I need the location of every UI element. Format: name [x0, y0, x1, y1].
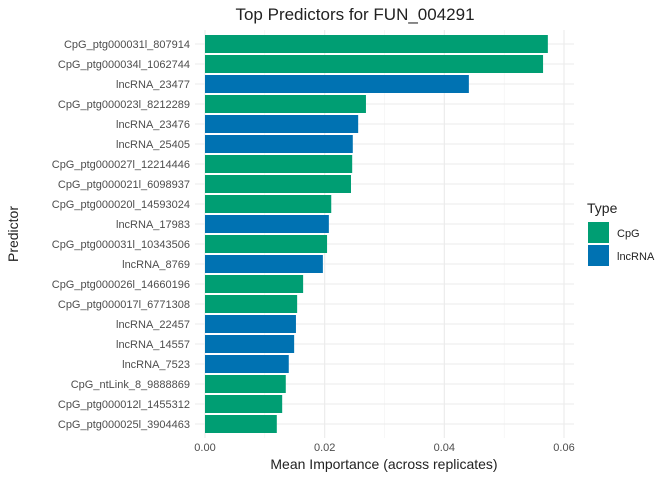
- y-tick-label: CpG_ptg000012l_1455312: [58, 399, 190, 411]
- bar-CpG_ptg000012l_1455312: [205, 395, 283, 413]
- legend-swatch-CpG: [588, 222, 609, 243]
- bar-CpG_ptg000025l_3904463: [205, 415, 277, 433]
- x-tick-label: 0.04: [434, 442, 455, 454]
- bar-lncRNA_17983: [205, 215, 329, 233]
- x-tick-labels: 0.00 0.02 0.04 0.06: [194, 442, 574, 454]
- bar-CpG_ptg000021l_6098937: [205, 175, 351, 193]
- bar-CpG_ptg000020l_14593024: [205, 195, 332, 213]
- bar-lncRNA_7523: [205, 355, 289, 373]
- y-tick-label: CpG_ptg000017l_6771308: [58, 299, 190, 311]
- bar-lncRNA_8769: [205, 255, 323, 273]
- y-tick-label: lncRNA_23476: [116, 119, 190, 131]
- y-tick-label: CpG_ntLink_8_9888869: [71, 379, 190, 391]
- y-tick-label: CpG_ptg000034l_1062744: [58, 59, 190, 71]
- y-tick-label: CpG_ptg000027l_12214446: [52, 159, 190, 171]
- y-tick-label: lncRNA_25405: [116, 139, 190, 151]
- y-tick-label: CpG_ptg000020l_14593024: [52, 199, 190, 211]
- x-tick-label: 0.00: [194, 442, 215, 454]
- chart-title: Top Predictors for FUN_004291: [235, 5, 474, 24]
- y-tick-labels: CpG_ptg000031l_807914 CpG_ptg000034l_1062…: [52, 39, 190, 431]
- y-axis-label: Predictor: [5, 206, 21, 262]
- legend-swatch-lncRNA: [588, 245, 609, 266]
- bar-CpG_ptg000027l_12214446: [205, 155, 353, 173]
- y-tick-label: lncRNA_17983: [116, 219, 190, 231]
- bar-CpG_ptg000017l_6771308: [205, 295, 298, 313]
- bar-CpG_ptg000026l_14660196: [205, 275, 304, 293]
- legend-label: lncRNA: [617, 251, 655, 263]
- legend: Type CpG lncRNA: [587, 200, 655, 266]
- x-axis-label: Mean Importance (across replicates): [270, 456, 497, 472]
- bar-CpG_ptg000023l_8212289: [205, 95, 366, 113]
- y-tick-label: lncRNA_23477: [116, 79, 190, 91]
- y-tick-label: lncRNA_14557: [116, 339, 190, 351]
- y-tick-label: lncRNA_22457: [116, 319, 190, 331]
- x-tick-label: 0.06: [553, 442, 574, 454]
- y-tick-label: CpG_ptg000026l_14660196: [52, 279, 190, 291]
- x-tick-label: 0.02: [314, 442, 335, 454]
- y-tick-label: CpG_ptg000025l_3904463: [58, 419, 190, 431]
- bar-CpG_ptg000034l_1062744: [205, 55, 544, 73]
- bar-CpG_ptg000031l_10343506: [205, 235, 328, 253]
- y-tick-label: CpG_ptg000031l_10343506: [52, 239, 190, 251]
- bars: [205, 35, 548, 433]
- bar-lncRNA_25405: [205, 135, 353, 153]
- y-tick-label: lncRNA_8769: [122, 259, 190, 271]
- y-tick-label: CpG_ptg000023l_8212289: [58, 99, 190, 111]
- bar-lncRNA_22457: [205, 315, 296, 333]
- bar-CpG_ntLink_8_9888869: [205, 375, 286, 393]
- legend-label: CpG: [617, 228, 640, 240]
- y-tick-label: lncRNA_7523: [122, 359, 190, 371]
- y-tick-label: CpG_ptg000031l_807914: [64, 39, 190, 51]
- bar-CpG_ptg000031l_807914: [205, 35, 548, 53]
- bar-lncRNA_23477: [205, 75, 469, 93]
- y-tick-label: CpG_ptg000021l_6098937: [58, 179, 190, 191]
- bar-lncRNA_23476: [205, 115, 359, 133]
- bar-lncRNA_14557: [205, 335, 295, 353]
- legend-title: Type: [587, 200, 618, 216]
